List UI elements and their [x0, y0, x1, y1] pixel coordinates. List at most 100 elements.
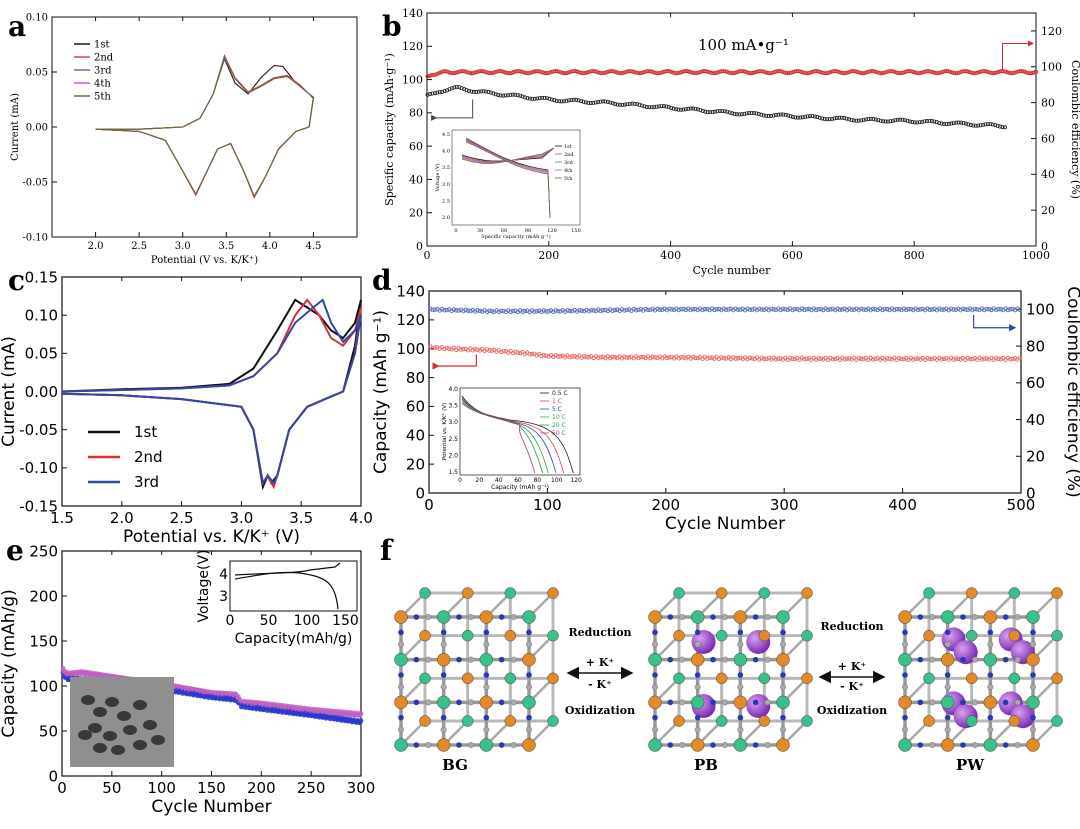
- efficiency-point: [555, 308, 561, 314]
- capacity-point: [752, 110, 757, 115]
- inset-x-tick-label: 0: [454, 228, 457, 234]
- capacity-point: [839, 115, 844, 120]
- cv-curve-1st: [61, 298, 362, 491]
- efficiency-point: [505, 71, 510, 76]
- metal-atom-front: [394, 695, 408, 710]
- efficiency-point: [1001, 69, 1006, 74]
- carbon-atom: [1014, 614, 1021, 621]
- capacity-point: [849, 117, 854, 122]
- nitrogen-atom: [498, 699, 505, 706]
- efficiency-point: [749, 307, 755, 312]
- efficiency-point: [432, 72, 437, 77]
- capacity-point: [449, 86, 454, 91]
- efficiency-point: [986, 70, 991, 75]
- efficiency-point: [783, 307, 788, 312]
- efficiency-point: [603, 307, 608, 313]
- metal-atom-back: [504, 629, 517, 642]
- efficiency-point: [671, 307, 677, 313]
- panel-letter-a: a: [8, 10, 26, 43]
- carbon-atom: [987, 641, 994, 648]
- metal-atom-back: [673, 672, 685, 685]
- capacity-point: [786, 113, 791, 118]
- capacity-point: [574, 97, 579, 102]
- efficiency-point: [858, 70, 863, 75]
- carbon-atom: [526, 726, 533, 733]
- efficiency-point: [463, 69, 468, 74]
- capacity-point: [542, 95, 547, 100]
- efficiency-point: [666, 69, 671, 74]
- capacity-point: [764, 356, 769, 362]
- metal-atom-back: [461, 629, 474, 642]
- efficiency-point: [639, 71, 644, 76]
- capacity-point: [842, 116, 847, 121]
- capacity-point: [1010, 356, 1015, 362]
- capacity-point: [520, 94, 525, 99]
- efficiency-point: [733, 306, 738, 311]
- capacity-point: [705, 110, 710, 115]
- efficiency-point: [761, 69, 766, 74]
- inset-x-tick-label: 90: [525, 228, 531, 234]
- efficiency-point: [516, 69, 521, 74]
- carbon-atom: [972, 614, 979, 621]
- efficiency-point: [443, 69, 448, 74]
- efficiency-point: [822, 71, 827, 76]
- capacity-point: [532, 96, 537, 101]
- efficiency-point: [820, 70, 825, 75]
- capacity-point: [721, 355, 727, 361]
- capacity-point: [949, 121, 954, 126]
- efficiency-point: [869, 69, 874, 74]
- efficiency-point: [743, 69, 748, 74]
- cv-curve-5th: [95, 55, 314, 198]
- x-tick-label: 4.0: [262, 241, 278, 252]
- capacity-point: [815, 115, 820, 120]
- capacity-point: [1012, 356, 1018, 361]
- efficiency-point: [864, 70, 869, 75]
- capacity-axis-arrow: [431, 99, 474, 121]
- efficiency-point: [1017, 69, 1022, 74]
- efficiency-point: [816, 307, 821, 312]
- inset-y-tick-label: 2.5: [448, 436, 458, 443]
- inset-charge-curve: [461, 147, 555, 164]
- efficiency-point: [628, 69, 633, 74]
- carbon-atom: [510, 699, 517, 706]
- capacity-point: [927, 356, 933, 362]
- nitrogen-atom: [498, 656, 505, 663]
- capacity-point: [470, 347, 476, 353]
- metal-atom-front: [394, 652, 408, 667]
- inset-x-tick-label: 30: [477, 228, 483, 234]
- y-axis-label: Current (mA): [0, 336, 19, 447]
- capacity-point: [778, 356, 783, 361]
- efficiency-point: [809, 70, 814, 75]
- efficiency-point: [454, 70, 459, 75]
- carbon-atom: [722, 614, 729, 621]
- efficiency-point: [816, 69, 821, 74]
- efficiency-point: [880, 307, 885, 313]
- efficiency-point: [688, 307, 693, 313]
- efficiency-point: [837, 307, 843, 312]
- tem-particle: [105, 697, 119, 707]
- efficiency-point: [1003, 306, 1008, 311]
- efficiency-point: [862, 71, 867, 76]
- nitrogen-atom: [483, 672, 490, 678]
- capacity-point: [887, 356, 892, 361]
- efficiency-point: [546, 71, 551, 76]
- efficiency-point: [728, 71, 733, 76]
- carbon-atom: [694, 641, 701, 648]
- capacity-point: [961, 121, 966, 126]
- efficiency-point: [908, 306, 914, 312]
- capacity-point: [652, 355, 658, 360]
- efficiency-point: [659, 307, 665, 312]
- capacity-point: [932, 119, 937, 124]
- capacity-point: [929, 119, 934, 124]
- discharge-point: [358, 718, 364, 724]
- capacity-point: [799, 355, 805, 361]
- nitrogen-atom: [960, 742, 966, 748]
- capacity-point: [915, 120, 920, 125]
- potassium-ion: [953, 640, 978, 665]
- efficiency-point: [558, 309, 563, 314]
- capacity-point: [1002, 125, 1007, 130]
- efficiency-point: [896, 71, 901, 76]
- capacity-point: [924, 119, 929, 124]
- efficiency-point: [500, 69, 505, 74]
- capacity-point: [472, 347, 478, 352]
